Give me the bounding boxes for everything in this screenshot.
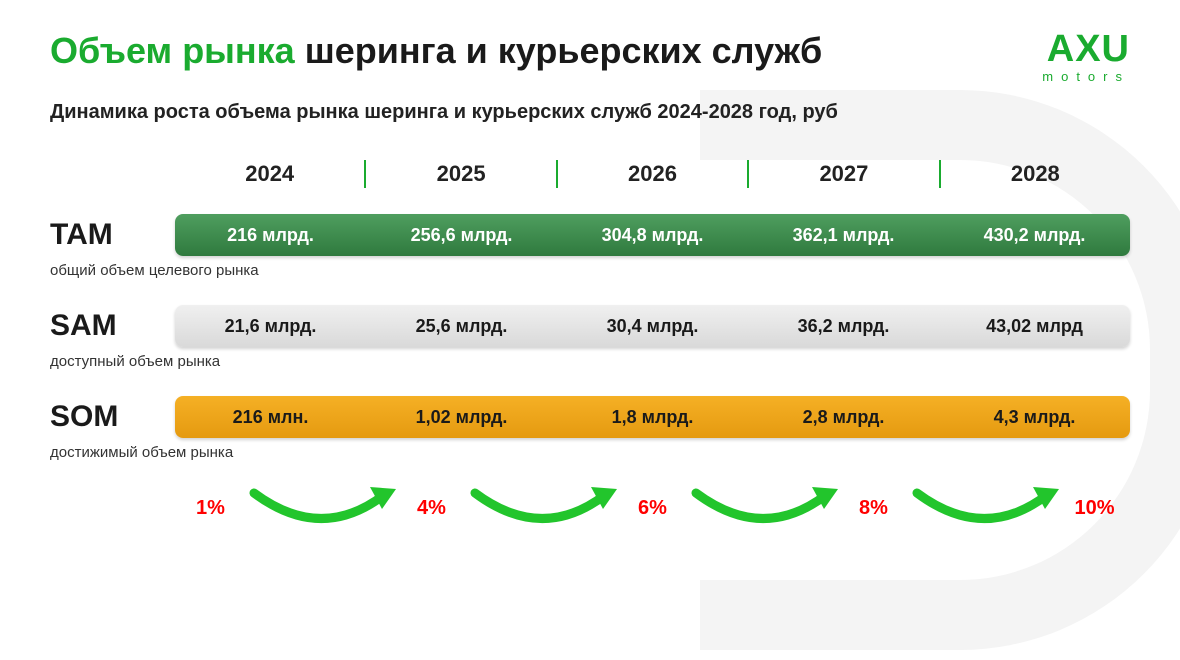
som-row: SOM216 млн.1,02 млрд.1,8 млрд.2,8 млрд.4… (50, 396, 1130, 461)
tam-label: TAM (50, 218, 175, 252)
sam-value: 21,6 млрд. (175, 305, 366, 347)
tam-bar: 216 млрд.256,6 млрд.304,8 млрд.362,1 млр… (175, 214, 1130, 256)
sam-caption: доступный объем рынка (50, 353, 1130, 370)
som-share-pct: 10% (1074, 497, 1114, 520)
som-share-pct: 4% (412, 497, 452, 520)
header: Объем рынка шеринга и курьерских служб A… (50, 30, 1130, 83)
som-bar: 216 млн.1,02 млрд.1,8 млрд.2,8 млрд.4,3 … (175, 396, 1130, 438)
year-label: 2026 (558, 161, 747, 187)
sam-value: 43,02 млрд (939, 305, 1130, 347)
som-share-pct: 1% (191, 497, 231, 520)
som-share-pct: 8% (854, 497, 894, 520)
growth-arrow-icon (467, 483, 617, 533)
year-label: 2025 (366, 161, 555, 187)
som-value: 2,8 млрд. (748, 396, 939, 438)
page-title: Объем рынка шеринга и курьерских служб (50, 30, 822, 72)
sam-label: SAM (50, 309, 175, 343)
tam-value: 216 млрд. (175, 214, 366, 256)
tam-caption: общий объем целевого рынка (50, 262, 1130, 279)
logo-sub: motors (1042, 70, 1130, 83)
sam-value: 30,4 млрд. (557, 305, 748, 347)
som-value: 1,02 млрд. (366, 396, 557, 438)
som-label: SOM (50, 400, 175, 434)
sam-value: 36,2 млрд. (748, 305, 939, 347)
som-caption: достижимый объем рынка (50, 444, 1130, 461)
sam-bar: 21,6 млрд.25,6 млрд.30,4 млрд.36,2 млрд.… (175, 305, 1130, 347)
tam-value: 256,6 млрд. (366, 214, 557, 256)
growth-arrow-icon (909, 483, 1059, 533)
tam-value: 430,2 млрд. (939, 214, 1130, 256)
tam-value: 304,8 млрд. (557, 214, 748, 256)
som-share-pct: 6% (633, 497, 673, 520)
growth-arrow-icon (246, 483, 396, 533)
title-rest: шеринга и курьерских служб (295, 30, 823, 71)
logo: AXU motors (1042, 30, 1130, 83)
year-label: 2027 (749, 161, 938, 187)
tam-value: 362,1 млрд. (748, 214, 939, 256)
som-value: 1,8 млрд. (557, 396, 748, 438)
title-accent: Объем рынка (50, 30, 295, 71)
year-label: 2028 (941, 161, 1130, 187)
sam-row: SAM21,6 млрд.25,6 млрд.30,4 млрд.36,2 мл… (50, 305, 1130, 370)
market-table: 20242025202620272028 TAM216 млрд.256,6 м… (50, 160, 1130, 533)
year-label: 2024 (175, 161, 364, 187)
years-row: 20242025202620272028 (175, 160, 1130, 188)
logo-main: AXU (1042, 30, 1130, 68)
tam-row: TAM216 млрд.256,6 млрд.304,8 млрд.362,1 … (50, 214, 1130, 279)
percentages-row: 1% 4% 6% 8% 10% (175, 483, 1130, 533)
sam-value: 25,6 млрд. (366, 305, 557, 347)
subtitle: Динамика роста объема рынка шеринга и ку… (50, 101, 1130, 124)
growth-arrow-icon (688, 483, 838, 533)
som-value: 216 млн. (175, 396, 366, 438)
som-value: 4,3 млрд. (939, 396, 1130, 438)
